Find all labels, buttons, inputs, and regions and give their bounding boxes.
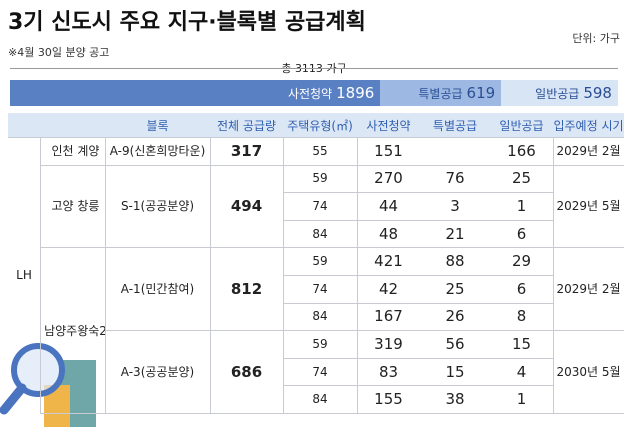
row-line	[283, 302, 553, 304]
column-line	[357, 137, 358, 413]
cell-pre: 48	[378, 224, 399, 243]
segment-label: 사전청약	[287, 86, 333, 101]
row-line	[8, 137, 624, 138]
header-cell: 입주예정 시기	[553, 118, 624, 133]
district-name: 고양 창릉	[51, 199, 100, 214]
block-total: 317	[230, 141, 263, 160]
cell-pre: 270	[374, 169, 403, 188]
cell-type: 74	[312, 364, 328, 379]
district-name: 남양주왕숙2	[44, 323, 107, 338]
move-in: 2029년 5월	[556, 199, 621, 214]
cell-special: 3	[450, 196, 460, 215]
cell-special: 38	[445, 390, 465, 409]
header-cell: 블록	[146, 118, 169, 133]
note: ※4월 30일 분양 공고	[8, 46, 110, 59]
cell-type: 74	[312, 281, 328, 296]
cell-pre: 319	[374, 334, 403, 353]
row-line	[283, 385, 553, 387]
header-cell: 사전청약	[366, 118, 411, 133]
cell-special: 26	[445, 307, 465, 326]
cell-special: 56	[445, 334, 465, 353]
bar-segment: 일반공급 598	[501, 80, 618, 106]
cell-type: 84	[312, 226, 328, 241]
move-in: 2030년 5월	[556, 365, 621, 380]
block-total: 494	[230, 196, 263, 215]
row-line	[40, 164, 624, 166]
cell-type: 55	[312, 143, 328, 158]
segment-value: 619	[466, 84, 496, 102]
block-total: 686	[230, 362, 263, 381]
header-cell: 특별공급	[432, 118, 478, 133]
cell-pre: 421	[374, 252, 403, 271]
cell-pre: 44	[378, 196, 399, 215]
icon	[0, 343, 96, 427]
cell-special: 21	[445, 224, 465, 243]
cell-pre: 83	[378, 362, 399, 381]
cell-special: 76	[445, 169, 465, 188]
cell-general: 8	[516, 307, 527, 326]
header-cell: 주택유형(㎡)	[287, 118, 353, 133]
header-cell: 일반공급	[499, 118, 544, 133]
cell-pre: 155	[374, 390, 403, 409]
cell-type: 74	[312, 198, 328, 213]
cell-general: 25	[511, 169, 532, 188]
block-total: 812	[230, 279, 263, 298]
title: 3기 신도시 주요 지구·블록별 공급계획	[8, 10, 366, 35]
column-line	[553, 137, 554, 413]
cell-pre: 167	[374, 307, 403, 326]
move-in: 2029년 2월	[556, 282, 621, 297]
cell-type: 84	[312, 392, 328, 407]
unit: 단위: 가구	[572, 32, 620, 45]
cell-general: 1	[516, 196, 527, 215]
cell-special: 25	[445, 279, 465, 298]
column-line	[210, 137, 211, 413]
column-line	[105, 137, 106, 413]
cell-general: 4	[516, 362, 527, 381]
block-name: A-3(공공분양)	[120, 365, 195, 380]
cell-special: 15	[445, 362, 465, 381]
block-name: S-1(공공분양)	[120, 199, 195, 214]
cell-general: 6	[516, 224, 527, 243]
row-line	[40, 247, 624, 249]
cell-pre: 42	[378, 279, 399, 298]
cell-type: 59	[312, 336, 328, 351]
cell-general: 29	[511, 252, 532, 271]
cell-general: 166	[507, 141, 536, 160]
cell-general: 1	[516, 390, 527, 409]
row-line	[283, 219, 553, 221]
cell-pre: 151	[374, 141, 403, 160]
block-name: A-9(신혼희망타운)	[109, 144, 206, 159]
row-line	[105, 330, 624, 332]
cell-special: 88	[445, 252, 465, 271]
row-line	[40, 413, 624, 414]
row-line	[283, 192, 553, 194]
row-line	[283, 357, 553, 359]
bracket	[10, 68, 618, 69]
row-line	[283, 275, 553, 276]
cell-type: 59	[312, 171, 328, 186]
bar-segment: 사전청약 1896	[10, 80, 381, 106]
segment-label: 특별공급	[418, 86, 463, 101]
org: LH	[16, 268, 32, 282]
move-in: 2029년 2월	[556, 144, 621, 159]
header-cell: 전체 공급량	[216, 118, 276, 133]
cell-general: 6	[516, 279, 527, 298]
column-line	[283, 137, 284, 413]
bar-segment: 특별공급 619	[380, 80, 502, 106]
segment-label: 일반공급	[535, 86, 580, 101]
segment-value: 598	[583, 84, 612, 102]
column-line	[40, 137, 41, 413]
cell-type: 59	[312, 254, 328, 269]
cell-type: 84	[312, 309, 328, 324]
cell-general: 15	[511, 334, 532, 353]
district-name: 인천 계양	[51, 144, 100, 159]
segment-value: 1896	[336, 84, 375, 102]
header-bg	[8, 113, 624, 137]
block-name: A-1(민간참여)	[120, 282, 195, 297]
